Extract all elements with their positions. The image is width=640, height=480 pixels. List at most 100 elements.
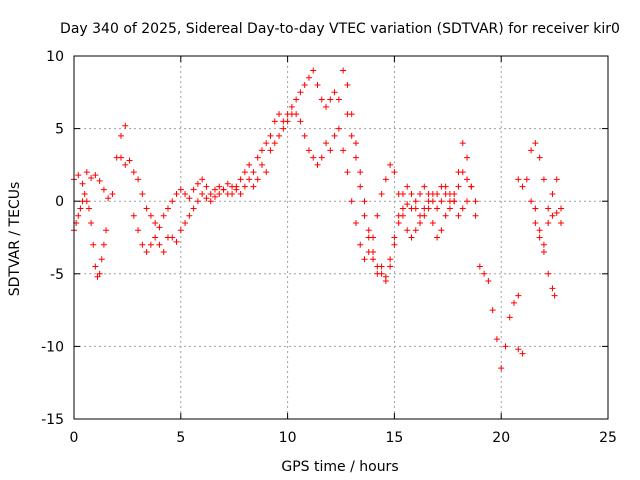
data-point-marker	[344, 111, 351, 118]
data-point-marker	[528, 147, 535, 154]
data-point-marker	[331, 89, 338, 96]
data-point-marker	[250, 169, 257, 176]
data-point-marker	[310, 67, 317, 74]
data-point-marker	[85, 205, 92, 212]
data-point-marker	[515, 176, 522, 183]
data-point-marker	[412, 198, 419, 205]
data-point-marker	[446, 205, 453, 212]
data-point-marker	[314, 161, 321, 168]
data-point-marker	[438, 198, 445, 205]
data-point-marker	[438, 227, 445, 234]
data-point-marker	[335, 96, 342, 103]
data-point-marker	[100, 241, 107, 248]
x-axis-label: GPS time / hours	[281, 459, 398, 475]
data-point-marker	[340, 147, 347, 154]
data-point-marker	[92, 172, 99, 179]
data-point-marker	[126, 157, 133, 164]
data-point-marker	[173, 190, 180, 197]
data-point-marker	[199, 190, 206, 197]
axis-ticks: 0 5 10 15 20 25 -15 -10 -5 0 5 10	[41, 49, 617, 446]
data-point-marker	[237, 176, 244, 183]
data-point-marker	[412, 227, 419, 234]
series-trace-f	[476, 263, 522, 372]
data-point-marker	[361, 212, 368, 219]
x-tick-label: 0	[70, 430, 79, 446]
data-point-marker	[536, 154, 543, 161]
data-point-marker	[399, 190, 406, 197]
data-point-marker	[211, 193, 218, 200]
data-point-marker	[100, 186, 107, 193]
data-point-marker	[301, 132, 308, 139]
data-point-marker	[532, 219, 539, 226]
data-point-marker	[442, 183, 449, 190]
data-point-marker	[391, 241, 398, 248]
data-point-marker	[468, 183, 475, 190]
data-point-marker	[387, 263, 394, 270]
data-point-marker	[318, 154, 325, 161]
data-point-marker	[203, 183, 210, 190]
data-point-marker	[246, 176, 253, 183]
data-point-marker	[365, 234, 372, 241]
data-point-marker	[545, 270, 552, 277]
data-point-marker	[352, 219, 359, 226]
data-point-marker	[117, 154, 124, 161]
data-point-marker	[271, 118, 278, 125]
data-point-marker	[280, 125, 287, 132]
data-point-marker	[250, 183, 257, 190]
data-point-marker	[348, 198, 355, 205]
data-point-marker	[81, 190, 88, 197]
data-point-marker	[75, 172, 82, 179]
data-point-marker	[417, 190, 424, 197]
data-point-marker	[434, 205, 441, 212]
y-tick-label: -10	[41, 339, 64, 355]
data-point-marker	[421, 183, 428, 190]
data-point-marker	[352, 154, 359, 161]
data-point-marker	[515, 292, 522, 299]
data-point-marker	[211, 186, 218, 193]
data-point-marker	[429, 219, 436, 226]
data-point-marker	[229, 183, 236, 190]
data-point-marker	[263, 169, 270, 176]
data-point-marker	[395, 212, 402, 219]
data-point-marker	[237, 190, 244, 197]
data-point-marker	[182, 219, 189, 226]
data-point-marker	[404, 201, 411, 208]
data-point-marker	[190, 186, 197, 193]
data-point-marker	[382, 176, 389, 183]
data-point-marker	[83, 169, 90, 176]
data-point-marker	[335, 125, 342, 132]
data-point-marker	[241, 183, 248, 190]
data-point-marker	[519, 350, 526, 357]
data-points	[71, 67, 565, 372]
data-point-marker	[340, 67, 347, 74]
data-point-marker	[152, 234, 159, 241]
data-point-marker	[536, 234, 543, 241]
data-point-marker	[395, 219, 402, 226]
data-point-marker	[515, 346, 522, 353]
y-tick-label: -15	[41, 412, 64, 428]
data-point-marker	[417, 212, 424, 219]
data-point-marker	[352, 140, 359, 147]
data-point-marker	[378, 190, 385, 197]
data-point-marker	[301, 82, 308, 89]
data-point-marker	[434, 234, 441, 241]
data-point-marker	[241, 169, 248, 176]
x-tick-label: 10	[279, 430, 297, 446]
data-point-marker	[459, 205, 466, 212]
data-point-marker	[549, 285, 556, 292]
data-point-marker	[365, 227, 372, 234]
x-tick-label: 25	[599, 430, 617, 446]
data-point-marker	[536, 227, 543, 234]
data-point-marker	[464, 198, 471, 205]
data-point-marker	[370, 256, 377, 263]
data-point-marker	[374, 270, 381, 277]
data-point-marker	[160, 212, 167, 219]
y-tick-label: -5	[50, 267, 64, 283]
data-point-marker	[254, 176, 261, 183]
data-point-marker	[442, 212, 449, 219]
data-point-marker	[177, 186, 184, 193]
data-point-marker	[284, 118, 291, 125]
data-point-marker	[323, 103, 330, 110]
chart-title: Day 340 of 2025, Sidereal Day-to-day VTE…	[60, 21, 620, 37]
